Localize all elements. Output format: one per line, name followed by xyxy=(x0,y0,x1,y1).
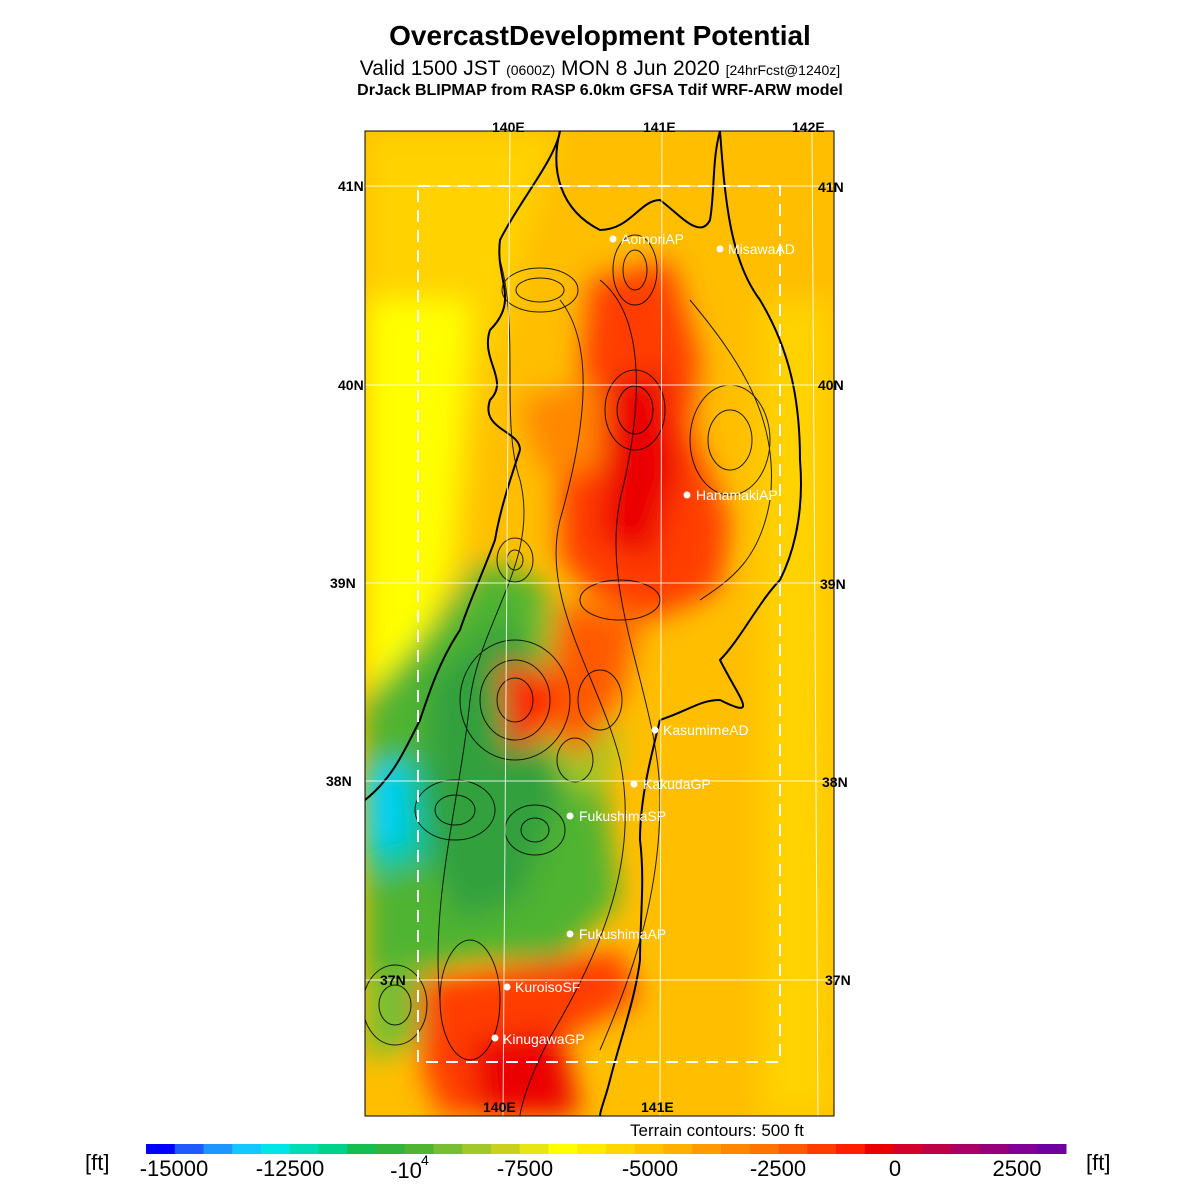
colorbar-swatch xyxy=(232,1144,262,1154)
graticule xyxy=(365,131,834,1116)
station-dot xyxy=(651,726,659,734)
colorbar-swatch xyxy=(778,1144,808,1154)
colorbar-tick: 2500 xyxy=(993,1156,1042,1181)
station-fukushima-ap: FukushimaAP xyxy=(579,926,666,942)
colorbar-swatch xyxy=(606,1144,636,1154)
terrain-contour-note: Terrain contours: 500 ft xyxy=(630,1121,804,1140)
station-aomori: AomoriAP xyxy=(621,231,684,247)
colorbar-swatch xyxy=(146,1144,176,1154)
colorbar-swatch xyxy=(289,1144,319,1154)
lat-label-38n-left: 38N xyxy=(326,773,352,789)
station-dot xyxy=(566,812,574,820)
potential-field xyxy=(365,131,834,1116)
station-hanamaki: HanamakiAP xyxy=(696,487,778,503)
colorbar-ticks: -15000 -12500 -10 4 -7500 -5000 -2500 0 … xyxy=(140,1152,1042,1183)
station-dot xyxy=(609,235,617,243)
colorbar-swatch xyxy=(577,1144,607,1154)
station-markers: AomoriAP MisawaAD HanamakiAP KasumimeAD … xyxy=(491,231,795,1047)
colorbar-swatch xyxy=(519,1144,549,1154)
colorbar-tick: -2500 xyxy=(750,1156,806,1181)
colorbar-tick: -15000 xyxy=(140,1156,209,1181)
colorbar-swatch xyxy=(692,1144,722,1154)
chart-title: OvercastDevelopment Potential xyxy=(389,20,811,51)
station-kasumime: KasumimeAD xyxy=(663,722,749,738)
colorbar-swatch xyxy=(462,1144,492,1154)
valid-time: Valid 1500 JST (0600Z) MON 8 Jun 2020 [2… xyxy=(0,57,1200,81)
lon-label-141e-top: 141E xyxy=(643,119,676,135)
lat-label-40n-right: 40N xyxy=(818,377,844,393)
colorbar-tick: -12500 xyxy=(256,1156,325,1181)
colorbar-swatch xyxy=(404,1144,434,1154)
colorbar-swatch xyxy=(1037,1144,1067,1154)
valid-prefix: Valid 1500 JST xyxy=(359,57,501,80)
model-description: DrJack BLIPMAP from RASP 6.0km GFSA Tdif… xyxy=(357,82,843,99)
station-dot xyxy=(503,983,511,991)
colorbar-swatch xyxy=(807,1144,837,1154)
colorbar-swatch xyxy=(1008,1144,1038,1154)
lat-label-38n-right: 38N xyxy=(822,774,848,790)
map-frame xyxy=(364,130,835,1117)
station-dot xyxy=(683,491,691,499)
lon-label-142e-top: 142E xyxy=(792,119,825,135)
colorbar-swatch xyxy=(548,1144,578,1154)
colorbar-swatch xyxy=(261,1144,291,1154)
colorbar-swatch xyxy=(893,1144,923,1154)
lat-label-39n-right: 39N xyxy=(820,576,846,592)
domain-box xyxy=(417,185,781,1063)
lat-label-40n-left: 40N xyxy=(338,377,364,393)
colorbar-unit-right: [ft] xyxy=(1086,1150,1111,1175)
colorbar-tick: -10 xyxy=(390,1158,422,1183)
colorbar-swatch xyxy=(376,1144,406,1154)
valid-utc: (0600Z) xyxy=(506,62,556,78)
coastline xyxy=(365,131,802,1116)
colorbar-swatch xyxy=(347,1144,377,1154)
colorbar-swatch xyxy=(663,1144,693,1154)
colorbar-swatch xyxy=(864,1144,894,1154)
valid-date: MON 8 Jun 2020 xyxy=(560,57,720,80)
colorbar xyxy=(146,1144,1067,1154)
lon-label-140e-top: 140E xyxy=(492,119,525,135)
lat-label-37n-right: 37N xyxy=(825,972,851,988)
lat-label-37n-left: 37N xyxy=(380,972,406,988)
colorbar-swatch xyxy=(491,1144,521,1154)
station-kuroiso: KuroisoSF xyxy=(515,979,580,995)
colorbar-swatch xyxy=(836,1144,866,1154)
lat-label-41n-left: 41N xyxy=(338,178,364,194)
lat-label-41n-right: 41N xyxy=(818,179,844,195)
colorbar-swatch xyxy=(174,1144,204,1154)
colorbar-swatch xyxy=(203,1144,233,1154)
station-dot xyxy=(716,245,724,253)
colorbar-swatch xyxy=(318,1144,348,1154)
lon-label-141e-bottom: 141E xyxy=(641,1099,674,1115)
colorbar-swatch xyxy=(749,1144,779,1154)
station-dot xyxy=(630,780,638,788)
lon-label-140e-bottom: 140E xyxy=(483,1099,516,1115)
colorbar-swatch xyxy=(634,1144,664,1154)
station-kinugawa: KinugawaGP xyxy=(503,1031,585,1047)
colorbar-swatch xyxy=(951,1144,981,1154)
lat-label-39n-left: 39N xyxy=(330,575,356,591)
colorbar-tick-exponent: 4 xyxy=(421,1152,429,1168)
colorbar-swatch xyxy=(922,1144,952,1154)
colorbar-tick: -7500 xyxy=(497,1156,553,1181)
colorbar-swatch xyxy=(979,1144,1009,1154)
colorbar-tick: 0 xyxy=(889,1156,901,1181)
station-kakuda: KakudaGP xyxy=(643,776,711,792)
colorbar-swatch xyxy=(721,1144,751,1154)
colorbar-tick: -5000 xyxy=(622,1156,678,1181)
station-dot xyxy=(491,1034,499,1042)
forecast-label: [24hrFcst@1240z] xyxy=(725,62,841,78)
station-fukushima-sp: FukushimaSP xyxy=(579,808,666,824)
colorbar-unit-left: [ft] xyxy=(85,1150,110,1175)
colorbar-swatch xyxy=(433,1144,463,1154)
station-misawa: MisawaAD xyxy=(728,241,795,257)
station-dot xyxy=(566,930,574,938)
